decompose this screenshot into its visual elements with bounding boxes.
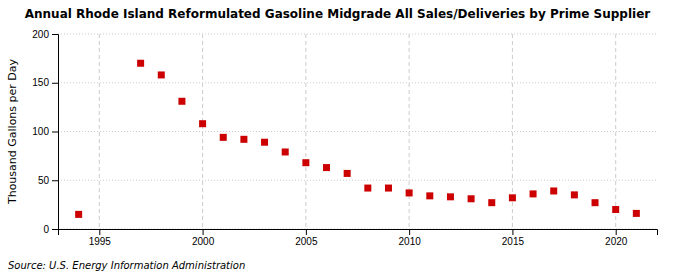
points <box>75 60 640 218</box>
chart: Annual Rhode Island Reformulated Gasolin… <box>0 0 675 275</box>
y-grid-line <box>58 82 657 83</box>
y-axis-tick: 50 <box>38 175 58 186</box>
source: Source: U.S. Energy Information Administ… <box>8 260 245 271</box>
y-axis-tick-label: 0 <box>43 224 49 235</box>
point <box>261 139 268 146</box>
x-axis-tick-mark <box>616 229 617 235</box>
point <box>302 159 309 166</box>
x-axis-tick-mark <box>203 229 204 235</box>
x-axis-tick: 2015 <box>502 229 525 247</box>
y-axis-tick-label: 150 <box>32 77 49 88</box>
point <box>199 120 206 127</box>
y-axis-label: Thousand Gallons per Day <box>6 58 19 205</box>
point <box>592 199 599 206</box>
point <box>550 187 557 194</box>
point <box>509 194 516 201</box>
point <box>571 191 578 198</box>
y-axis-domain <box>52 35 59 230</box>
y-axis-tick-label: 100 <box>32 126 49 137</box>
y-axis-tick-label: 50 <box>38 175 50 186</box>
point <box>406 189 413 196</box>
x-axis-tick-label: 2010 <box>399 236 422 247</box>
point <box>323 164 330 171</box>
y-axis-tick: 200 <box>32 29 58 40</box>
x-axis-tick: 2020 <box>605 229 628 247</box>
title: Annual Rhode Island Reformulated Gasolin… <box>25 7 651 21</box>
grid <box>58 34 657 229</box>
point <box>220 134 227 141</box>
x-axis-tick-label: 2015 <box>502 236 525 247</box>
y-axis-tick-mark <box>52 132 58 133</box>
x-grid-line <box>305 34 306 229</box>
y-grid-line <box>58 131 657 132</box>
x-axis-tick-mark <box>409 229 410 235</box>
point <box>158 71 165 78</box>
point <box>447 193 454 200</box>
y-axis-tick-mark <box>52 180 58 181</box>
point <box>344 170 351 177</box>
x-grid-line <box>99 34 100 229</box>
x-axis-tick-label: 2020 <box>605 236 628 247</box>
y-grid-line <box>58 180 657 181</box>
x-axis-domain <box>59 230 658 236</box>
x-axis-tick-label: 2000 <box>192 236 215 247</box>
y-axis-tick-label: 200 <box>32 29 49 40</box>
point <box>468 195 475 202</box>
point <box>282 148 289 155</box>
x-axis-tick: 2010 <box>399 229 422 247</box>
point <box>426 192 433 199</box>
x-axis: 1995 2000 2005 2010 2015 2020 <box>59 229 658 247</box>
y-axis-tick-mark <box>52 34 58 35</box>
y-axis-tick-mark <box>52 229 58 230</box>
y-axis: 0 50 100 150 200 <box>32 29 58 235</box>
point <box>75 211 82 218</box>
y-axis-tick-mark <box>52 83 58 84</box>
y-axis-tick: 100 <box>32 126 58 137</box>
x-axis-tick-mark <box>99 229 100 235</box>
plot: 1995 2000 2005 2010 2015 2020 0 50 100 150 200 <box>32 29 657 247</box>
x-axis-tick: 1995 <box>89 229 112 247</box>
x-axis-tick: 2005 <box>295 229 318 247</box>
point <box>240 136 247 143</box>
point <box>364 185 371 192</box>
point <box>488 199 495 206</box>
x-axis-tick-label: 2005 <box>295 236 318 247</box>
x-axis-tick-mark <box>306 229 307 235</box>
y-axis-tick: 150 <box>32 77 58 88</box>
x-axis-tick-mark <box>512 229 513 235</box>
point <box>178 98 185 105</box>
y-grid-line <box>58 34 657 35</box>
x-axis-tick-label: 1995 <box>89 236 112 247</box>
point <box>530 190 537 197</box>
point <box>633 210 640 217</box>
x-grid-line <box>202 34 203 229</box>
point <box>137 60 144 67</box>
x-grid-line <box>409 34 410 229</box>
point <box>612 206 619 213</box>
point <box>385 185 392 192</box>
x-grid-line <box>615 34 616 229</box>
x-axis-tick: 2000 <box>192 229 215 247</box>
y-axis-tick: 0 <box>43 224 58 235</box>
